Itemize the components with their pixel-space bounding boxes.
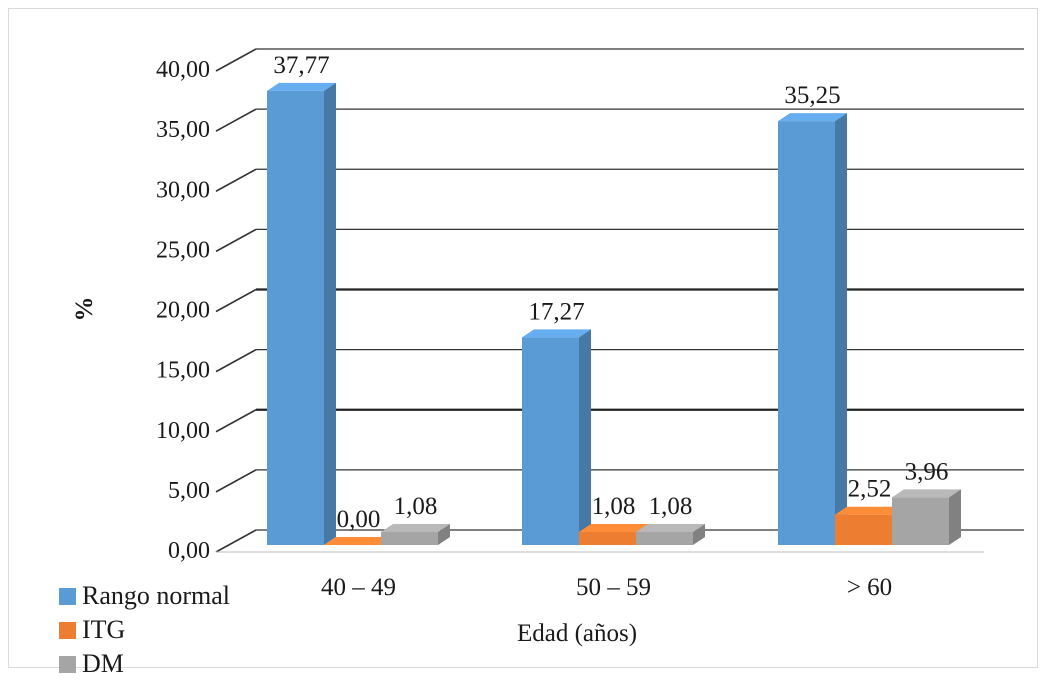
bar-top	[267, 83, 336, 91]
y-tick-label: 35,00	[156, 117, 210, 143]
legend-swatch-icon	[59, 656, 76, 673]
data-label: 0,00	[337, 506, 381, 533]
x-tick-label: 50 – 59	[576, 574, 651, 601]
legend-swatch-icon	[59, 622, 76, 639]
bar-top	[778, 113, 847, 121]
data-label: 3,96	[905, 458, 949, 485]
bar	[381, 532, 438, 545]
x-axis-title: Edad (años)	[517, 620, 637, 647]
data-label: 1,08	[592, 493, 636, 520]
bar	[892, 497, 949, 545]
y-tick-mark	[216, 530, 256, 552]
bar	[835, 515, 892, 545]
y-tick-mark	[216, 229, 256, 251]
x-tick-label: 40 – 49	[321, 574, 396, 601]
x-axis: 40 – 49 50 – 59 > 60	[321, 574, 892, 601]
legend-label: ITG	[82, 615, 125, 645]
chart-frame: 0,00 5,00 10,00 15,00 20,00 25,00 30,00 35,00 40…	[8, 8, 1038, 668]
bar-side	[835, 113, 847, 545]
legend-swatch-icon	[59, 588, 76, 605]
y-tick-label: 5,00	[168, 478, 210, 504]
y-tick-mark	[216, 169, 256, 191]
legend-label: Rango normal	[82, 581, 230, 611]
data-label: 35,25	[784, 82, 840, 109]
legend-label: DM	[82, 649, 124, 679]
y-tick-label: 10,00	[156, 418, 210, 444]
legend: Rango normal ITG DM	[59, 579, 230, 681]
bar-side	[579, 329, 591, 545]
bar-top	[522, 329, 591, 337]
bar-side	[949, 489, 961, 545]
y-tick-mark	[216, 109, 256, 131]
y-axis-title: %	[71, 297, 98, 322]
data-labels: 37,77 0,00 1,08 17,27 1,08 1,08 35,25 2,52 3,96	[273, 52, 948, 533]
bar	[778, 121, 835, 545]
bar-top	[381, 524, 450, 532]
data-label: 17,27	[528, 298, 584, 325]
bar	[267, 91, 324, 545]
y-tick-mark	[216, 49, 256, 71]
y-tick-label: 20,00	[156, 298, 210, 324]
y-tick-mark	[216, 410, 256, 432]
data-label: 1,08	[649, 493, 693, 520]
x-tick-label: > 60	[847, 574, 892, 601]
bar	[522, 337, 579, 545]
legend-item: Rango normal	[59, 579, 230, 613]
bar-side	[324, 83, 336, 545]
bar-top	[892, 489, 961, 497]
bar-top	[579, 524, 648, 532]
bar-chart: 0,00 5,00 10,00 15,00 20,00 25,00 30,00 35,00 40…	[9, 9, 1039, 669]
legend-item: ITG	[59, 613, 230, 647]
bar	[579, 532, 636, 545]
y-tick-label: 15,00	[156, 358, 210, 384]
y-tick-mark	[216, 290, 256, 312]
y-tick-mark	[216, 350, 256, 372]
y-tick-label: 0,00	[168, 538, 210, 564]
legend-item: DM	[59, 647, 230, 681]
y-tick-mark	[216, 470, 256, 492]
data-label: 37,77	[273, 52, 329, 79]
data-label: 1,08	[394, 493, 438, 520]
data-label: 2,52	[848, 476, 892, 503]
y-tick-label: 40,00	[156, 57, 210, 83]
y-tick-label: 25,00	[156, 237, 210, 263]
bar-top	[636, 524, 705, 532]
bar	[636, 532, 693, 545]
y-tick-label: 30,00	[156, 177, 210, 203]
